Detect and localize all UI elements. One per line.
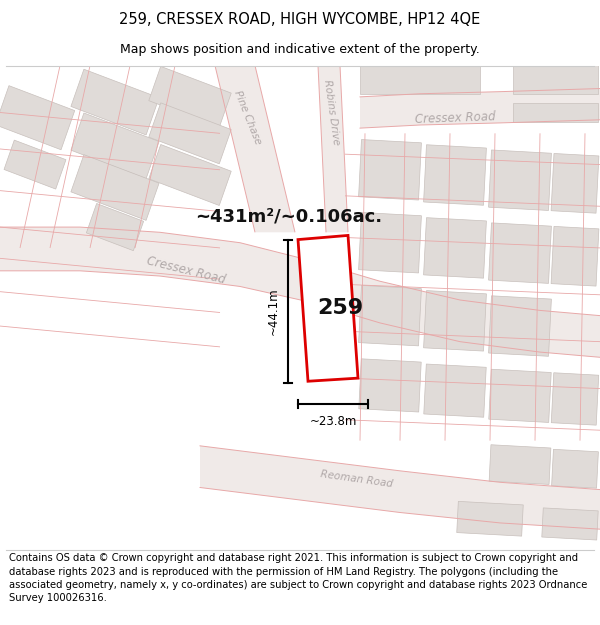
Text: Cressex Road: Cressex Road [145, 255, 226, 287]
Text: Map shows position and indicative extent of the property.: Map shows position and indicative extent… [120, 42, 480, 56]
Polygon shape [488, 150, 551, 211]
Polygon shape [298, 236, 358, 381]
Text: ~23.8m: ~23.8m [310, 414, 356, 428]
Polygon shape [359, 359, 421, 412]
Polygon shape [551, 372, 599, 425]
Polygon shape [360, 58, 480, 94]
Polygon shape [215, 66, 295, 232]
Text: ~44.1m: ~44.1m [267, 288, 280, 335]
Polygon shape [0, 227, 600, 358]
Text: ~431m²/~0.106ac.: ~431m²/~0.106ac. [195, 208, 382, 226]
Polygon shape [200, 446, 600, 529]
Polygon shape [512, 58, 598, 94]
Polygon shape [551, 226, 599, 286]
Polygon shape [0, 86, 75, 150]
Polygon shape [71, 69, 159, 135]
Polygon shape [149, 144, 231, 206]
Polygon shape [424, 364, 486, 418]
Polygon shape [4, 140, 66, 189]
Text: 259: 259 [317, 298, 363, 318]
Polygon shape [424, 291, 487, 351]
Polygon shape [551, 449, 598, 488]
Text: Robins Drive: Robins Drive [322, 79, 341, 146]
Polygon shape [86, 204, 143, 251]
Polygon shape [488, 296, 551, 356]
Polygon shape [318, 66, 348, 232]
Polygon shape [551, 154, 599, 213]
Polygon shape [424, 217, 487, 278]
Polygon shape [489, 445, 551, 484]
Polygon shape [359, 286, 421, 346]
Text: Contains OS data © Crown copyright and database right 2021. This information is : Contains OS data © Crown copyright and d… [9, 553, 587, 603]
Text: Pine Chase: Pine Chase [232, 89, 263, 146]
Text: 259, CRESSEX ROAD, HIGH WYCOMBE, HP12 4QE: 259, CRESSEX ROAD, HIGH WYCOMBE, HP12 4Q… [119, 12, 481, 27]
Polygon shape [488, 223, 551, 283]
Polygon shape [489, 369, 551, 423]
Text: Reoman Road: Reoman Road [320, 469, 394, 489]
Polygon shape [71, 154, 159, 221]
Text: Cressex Road: Cressex Road [415, 110, 496, 126]
Polygon shape [149, 103, 231, 164]
Polygon shape [512, 103, 598, 122]
Polygon shape [457, 501, 523, 536]
Polygon shape [359, 213, 421, 273]
Polygon shape [71, 113, 159, 179]
Polygon shape [359, 139, 421, 200]
Polygon shape [360, 89, 600, 128]
Polygon shape [542, 508, 598, 540]
Polygon shape [149, 66, 231, 128]
Polygon shape [424, 145, 487, 205]
